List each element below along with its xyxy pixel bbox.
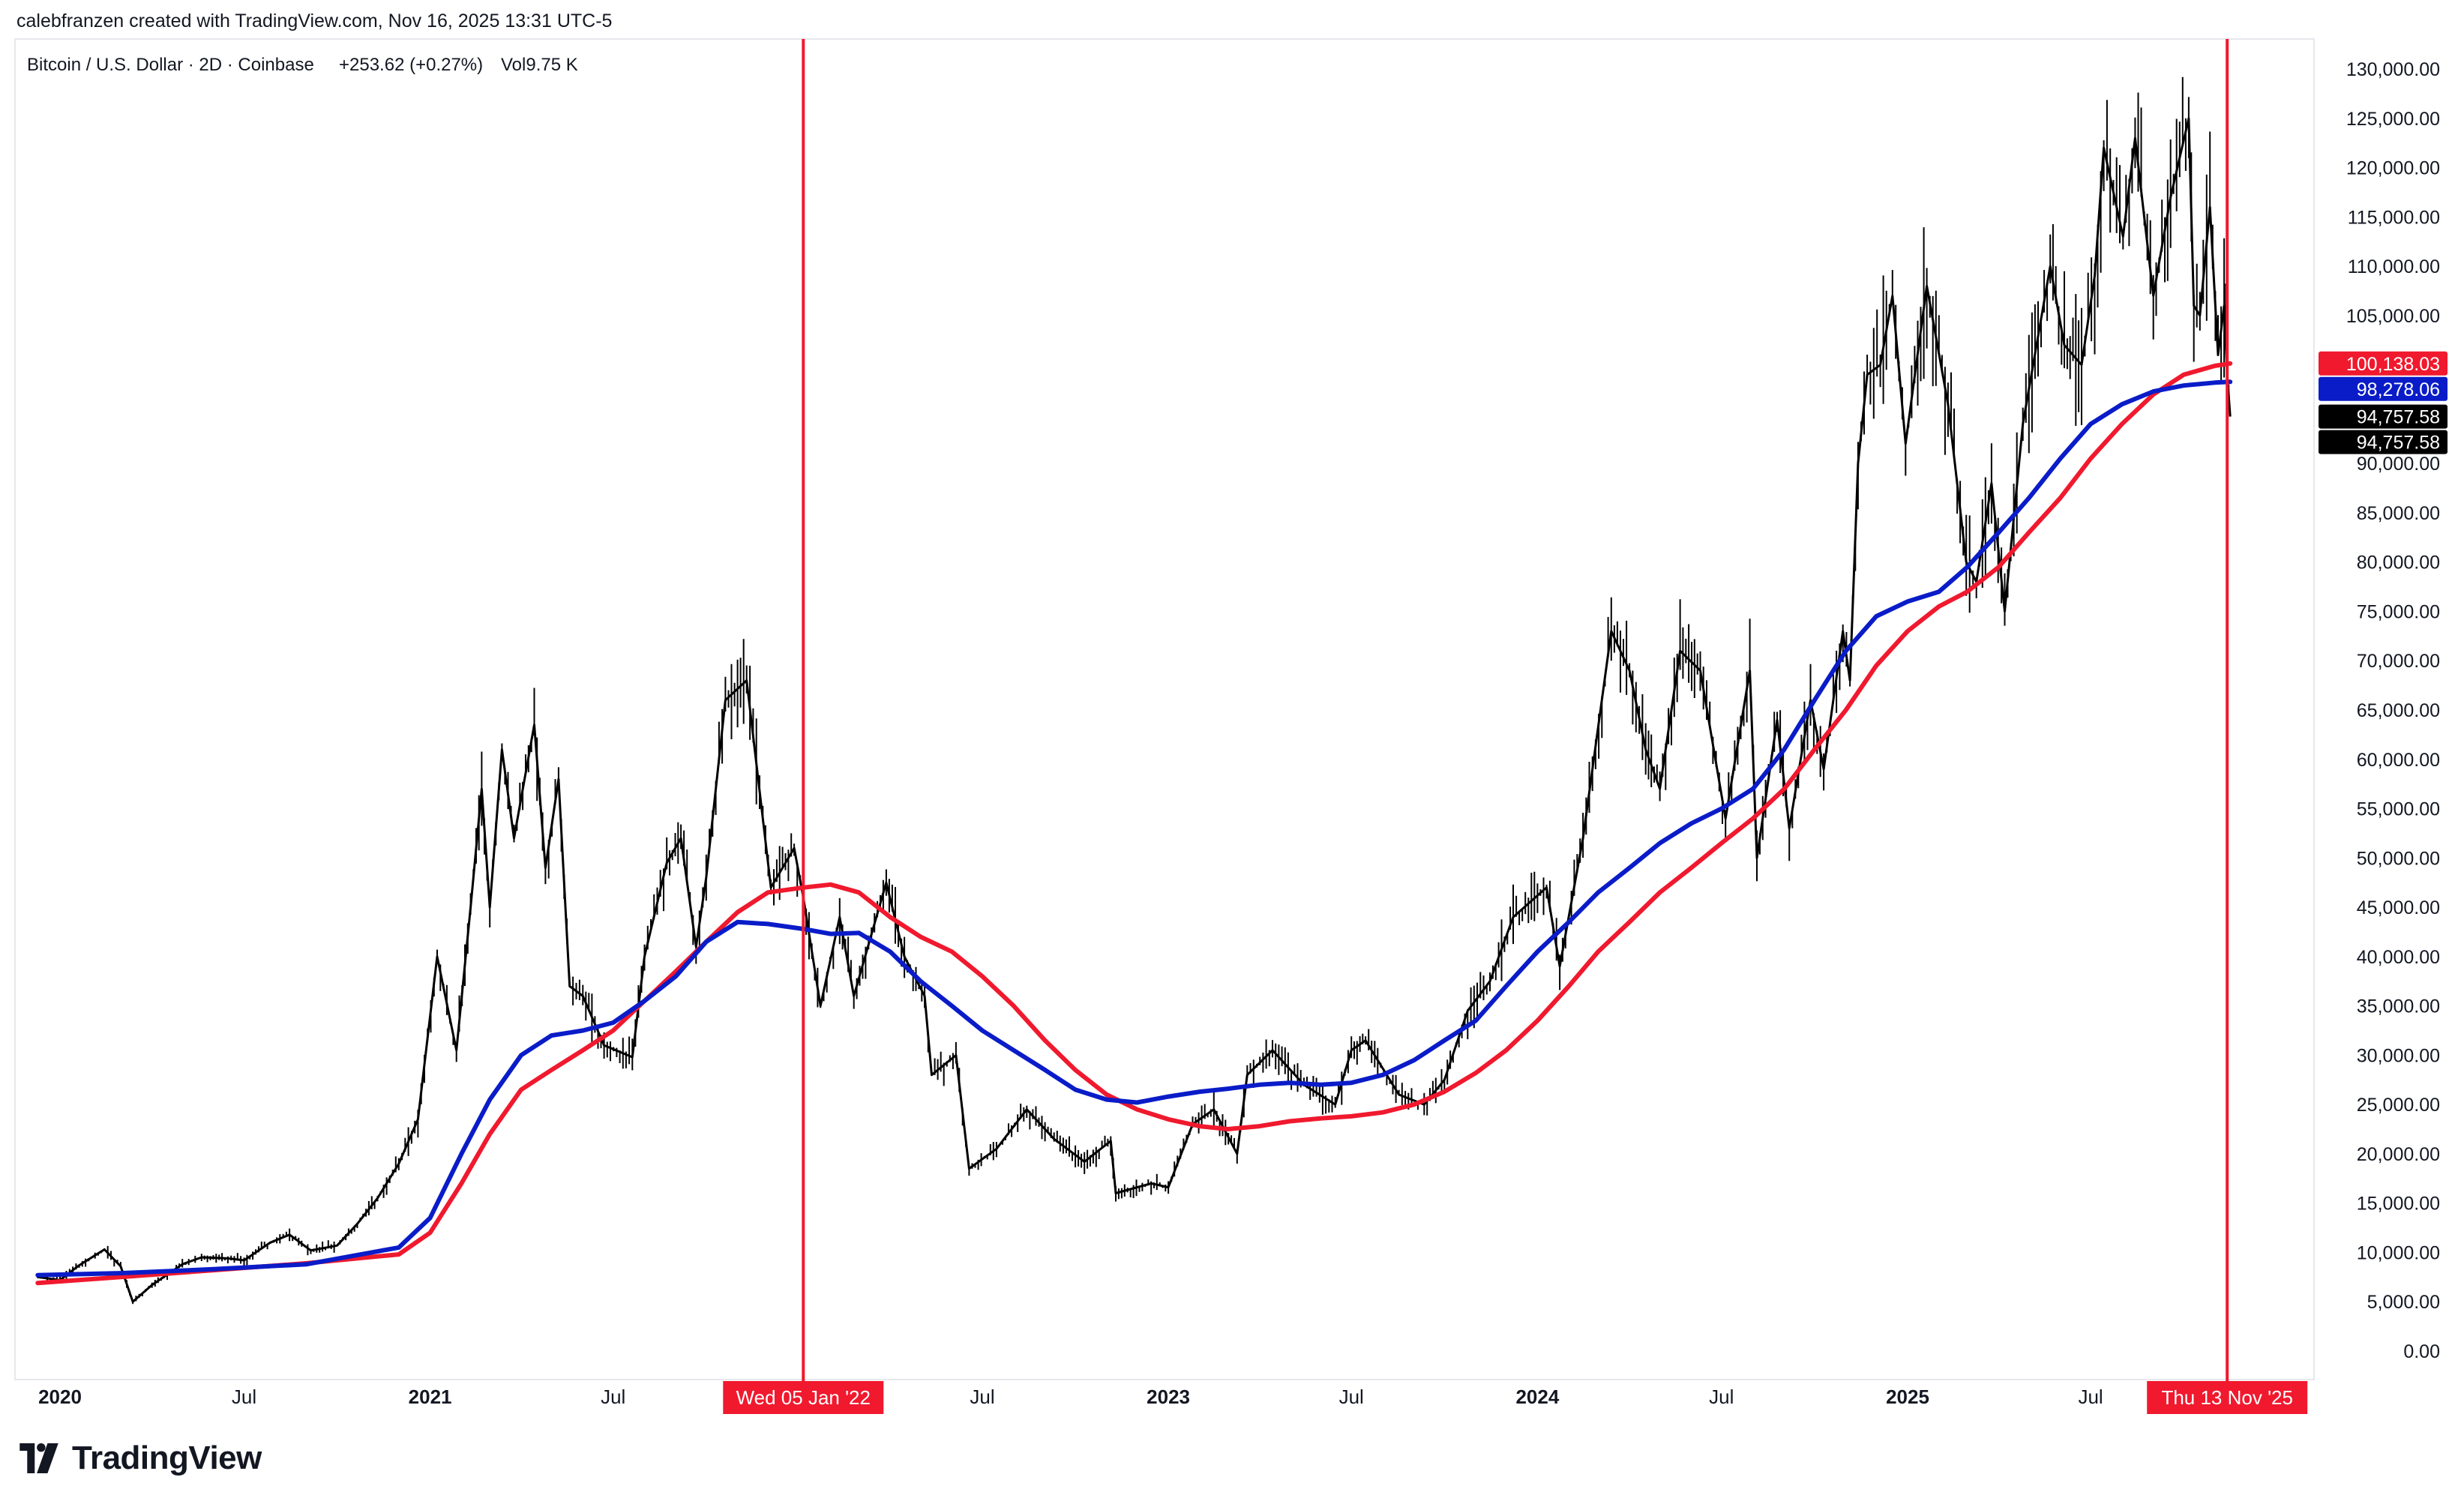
series-layer [35, 76, 2233, 1305]
red-moving-average-line [35, 361, 2233, 1286]
tradingview-logo-text: TradingView [72, 1440, 262, 1476]
y-tick-label: 40,000.00 [2357, 947, 2440, 968]
y-tick-label: 125,000.00 [2346, 109, 2440, 130]
y-tick-label: 130,000.00 [2346, 59, 2440, 80]
tradingview-logo[interactable]: TradingView [15, 1440, 262, 1477]
y-tick-label: 90,000.00 [2357, 454, 2440, 475]
date-marker-tag[interactable] [2147, 1381, 2308, 1414]
chart-attribution: calebfranzen created with TradingView.co… [16, 10, 613, 31]
y-tick-label: 70,000.00 [2357, 651, 2440, 672]
date-marker-tag[interactable] [723, 1381, 884, 1414]
y-tick-label: 20,000.00 [2357, 1144, 2440, 1165]
tradingview-logo-icon [19, 1443, 58, 1473]
x-tick-label: 2024 [1515, 1386, 1559, 1408]
price-label-text: 100,138.03 [2346, 354, 2440, 375]
y-tick-label: 10,000.00 [2357, 1243, 2440, 1264]
legend-volume: Vol9.75 K [501, 55, 578, 75]
x-tick-label: 2025 [1886, 1386, 1929, 1408]
x-tick-label: Jul [601, 1386, 625, 1408]
x-tick-label: Jul [970, 1386, 994, 1408]
y-tick-label: 65,000.00 [2357, 700, 2440, 721]
y-tick-label: 15,000.00 [2357, 1194, 2440, 1215]
price-chart[interactable]: 0.00 5,000.00 10,000.00 15,000.00 20,000.00 2… [0, 0, 2464, 1425]
chart-frame [14, 38, 2315, 1380]
plot-border [14, 38, 2315, 1380]
y-tick-label: 60,000.00 [2357, 750, 2440, 771]
y-tick-label: 75,000.00 [2357, 602, 2440, 623]
y-tick-label: 105,000.00 [2346, 306, 2440, 327]
price-label-tag [2319, 404, 2448, 429]
price-label-tag [2319, 430, 2448, 454]
price-series-line [37, 117, 2232, 1303]
price-labels: 100,138.03 98,278.06 94,757.58 94,757.58 [2319, 351, 2448, 454]
price-label-text: 94,757.58 [2357, 407, 2440, 428]
x-tick-label: 2023 [1147, 1386, 1190, 1408]
x-tick-label: 2020 [38, 1386, 82, 1408]
y-tick-label: 45,000.00 [2357, 897, 2440, 918]
price-candles [37, 76, 2230, 1305]
legend-symbol: Bitcoin / U.S. Dollar · 2D · Coinbase [27, 55, 314, 75]
y-axis[interactable]: 0.00 5,000.00 10,000.00 15,000.00 20,000.00 2… [2346, 59, 2440, 1362]
date-marker-label: Thu 13 Nov '25 [2161, 1386, 2293, 1409]
price-label-tag [2319, 376, 2448, 401]
price-label-text: 98,278.06 [2357, 379, 2440, 400]
x-tick-label: Jul [1339, 1386, 1364, 1408]
y-tick-label: 110,000.00 [2348, 256, 2440, 277]
x-axis[interactable]: 2020 Jul 2021 Jul Jul 2023 Jul 2024 Jul 2025 Jul We… [38, 1381, 2308, 1414]
date-marker-label: Wed 05 Jan '22 [736, 1386, 871, 1409]
y-tick-label: 0.00 [2403, 1341, 2440, 1362]
y-tick-label: 120,000.00 [2346, 158, 2440, 179]
marker-layer [802, 39, 2229, 1381]
x-tick-label: Jul [232, 1386, 256, 1408]
x-tick-label: Jul [1709, 1386, 1734, 1408]
y-tick-label: 5,000.00 [2367, 1292, 2440, 1313]
price-label-text: 94,757.58 [2357, 433, 2440, 454]
y-tick-label: 85,000.00 [2357, 503, 2440, 524]
y-tick-label: 50,000.00 [2357, 848, 2440, 869]
y-tick-label: 30,000.00 [2357, 1045, 2440, 1066]
x-tick-label: 2021 [409, 1386, 452, 1408]
y-tick-label: 25,000.00 [2357, 1095, 2440, 1116]
y-tick-label: 35,000.00 [2357, 996, 2440, 1017]
blue-moving-average-line [35, 379, 2233, 1278]
price-label-tag [2319, 351, 2448, 376]
legend-change: +253.62 (+0.27%) [339, 55, 483, 75]
y-tick-label: 55,000.00 [2357, 799, 2440, 820]
x-tick-label: Jul [2078, 1386, 2103, 1408]
y-tick-label: 80,000.00 [2357, 553, 2440, 574]
y-tick-label: 115,000.00 [2348, 207, 2440, 228]
